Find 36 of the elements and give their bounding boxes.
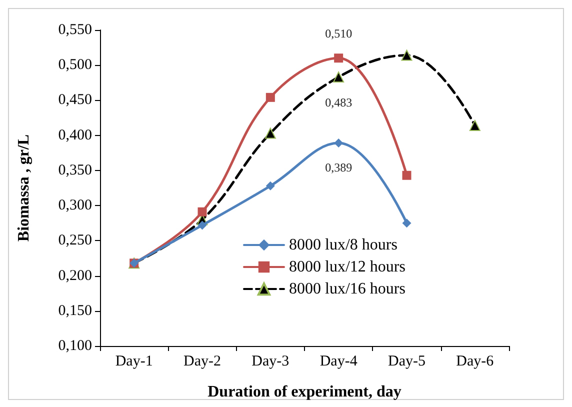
y-tick-label: 0,250 xyxy=(58,232,92,249)
y-tick-label: 0,100 xyxy=(58,338,92,354)
x-tick-label: Day-2 xyxy=(184,354,221,370)
point xyxy=(402,170,412,180)
point xyxy=(334,138,344,148)
legend-label: 8000 lux/16 hours xyxy=(289,280,406,298)
y-tick-label: 0,450 xyxy=(58,92,92,108)
legend-label: 8000 lux/12 hours xyxy=(289,258,406,276)
point xyxy=(401,50,412,61)
point xyxy=(334,54,344,63)
x-tick-label: Day-6 xyxy=(456,354,494,370)
point xyxy=(266,181,275,190)
y-tick-label: 0,400 xyxy=(58,127,92,144)
point xyxy=(333,72,344,83)
data-label: 0,483 xyxy=(325,96,352,110)
point xyxy=(198,220,207,230)
y-axis-title: Biomassa , gr/L xyxy=(16,134,32,242)
point xyxy=(264,128,276,139)
point xyxy=(266,92,275,102)
legend-label: 8000 lux/8 hours xyxy=(289,236,398,254)
point xyxy=(198,207,207,216)
x-tick-label: Day-3 xyxy=(252,354,290,370)
y-tick-label: 0,350 xyxy=(58,162,92,178)
point xyxy=(469,120,480,131)
data-label: 0,389 xyxy=(325,160,352,175)
point xyxy=(402,218,412,228)
x-tick-label: Day-1 xyxy=(115,354,153,370)
y-tick-label: 0,300 xyxy=(58,198,92,214)
y-tick-label: 0,550 xyxy=(58,22,92,38)
x-tick-label: Day-4 xyxy=(320,354,358,370)
data-label: 0,510 xyxy=(325,26,352,41)
y-tick-label: 0,500 xyxy=(58,57,92,74)
y-tick-label: 0,200 xyxy=(58,268,92,284)
x-tick-label: Day-5 xyxy=(388,354,426,370)
y-tick-label: 0,150 xyxy=(58,302,92,319)
x-axis-title: Duration of experiment, day xyxy=(208,384,402,400)
